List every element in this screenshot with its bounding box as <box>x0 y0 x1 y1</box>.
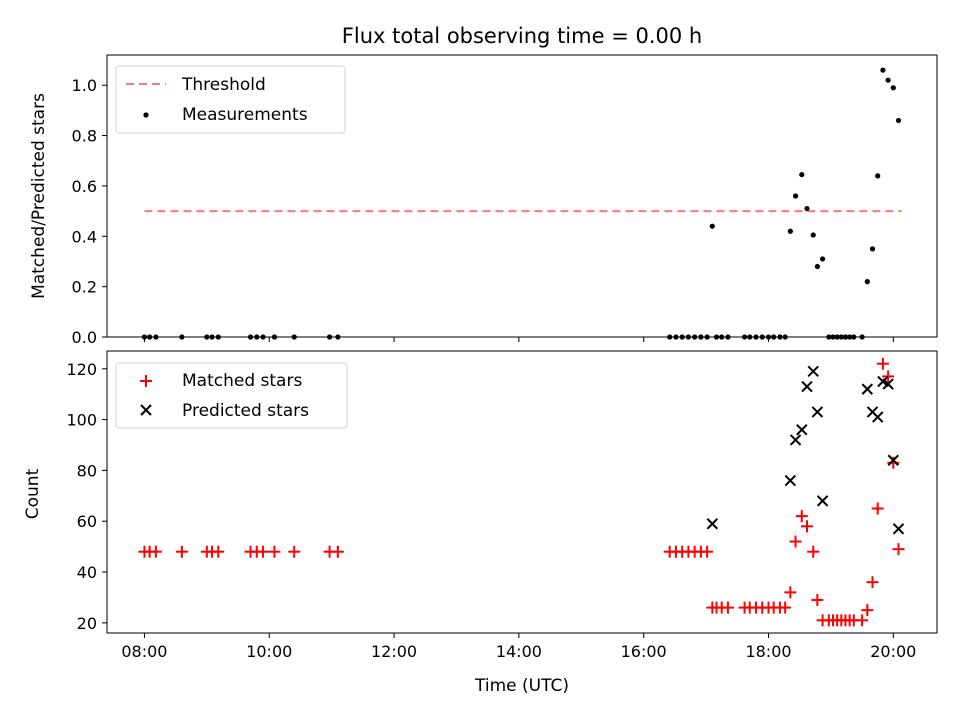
predicted-stars-point <box>892 523 905 535</box>
matched-stars-point <box>795 510 808 523</box>
predicted-stars-point <box>789 434 802 446</box>
x-tick-label: 16:00 <box>621 642 667 661</box>
x-tick-label: 18:00 <box>745 642 791 661</box>
measurement-point <box>804 205 810 212</box>
matched-stars-point <box>721 601 734 614</box>
legend-predicted-label: Predicted stars <box>182 401 309 421</box>
x-tick-label: 08:00 <box>121 642 167 661</box>
top-axes-frame <box>106 54 938 338</box>
bottom-y-tick-label: 20 <box>77 614 97 633</box>
predicted-stars-point <box>807 365 819 378</box>
legend-matched-swatch <box>140 375 152 387</box>
legend-matched-label: Matched stars <box>182 371 302 391</box>
measurement-point <box>709 223 715 229</box>
measurement-point <box>792 193 799 199</box>
matched-stars-point <box>887 456 900 469</box>
bottom-y-tick-label: 120 <box>66 360 97 379</box>
bottom-legend-frame <box>115 362 348 429</box>
matched-stars-point <box>892 543 905 556</box>
top-y-tick-label: 0.4 <box>72 227 97 246</box>
measurement-point <box>819 256 826 262</box>
matched-stars-point <box>212 545 225 558</box>
matched-stars-point <box>288 545 301 558</box>
matched-stars-point <box>175 545 188 558</box>
x-tick-label: 10:00 <box>246 642 292 661</box>
matched-stars-point <box>882 370 895 383</box>
measurement-point <box>895 117 902 124</box>
bottom-y-axis-label: Count <box>23 468 43 519</box>
top-y-tick-label: 1.0 <box>72 76 97 95</box>
bottom-y-tick-label: 80 <box>77 461 97 480</box>
predicted-stars-point <box>796 424 808 436</box>
measurement-point <box>864 279 870 285</box>
matched-stars-point <box>866 576 879 589</box>
measurement-point <box>787 228 793 234</box>
top-axes: Matched/Predicted stars Threshold Measur… <box>29 54 938 347</box>
matched-stars-point <box>701 545 714 558</box>
matched-stars-point <box>856 614 869 627</box>
predicted-stars-point <box>816 495 829 507</box>
bottom-axes-frame <box>106 350 938 634</box>
matched-stars-point <box>331 545 344 558</box>
measurement-point <box>799 171 805 178</box>
matched-stars-point <box>807 545 820 558</box>
matched-stars-point <box>149 545 162 558</box>
matched-stars-point <box>784 586 797 599</box>
legend-predicted-swatch <box>140 404 152 416</box>
bottom-axes: Count Time (UTC) Matched stars Predicted… <box>23 350 938 696</box>
top-legend: Threshold Measurements <box>115 65 346 134</box>
matched-stars-point <box>871 502 884 515</box>
top-y-tick-label: 0.8 <box>72 127 97 146</box>
top-y-axis-label: Matched/Predicted stars <box>29 93 49 299</box>
predicted-stars-point <box>784 474 797 487</box>
measurement-point <box>885 77 891 83</box>
x-tick-label: 20:00 <box>870 642 916 661</box>
measurement-point <box>814 263 820 270</box>
matched-stars-point <box>779 601 792 614</box>
top-y-tick-label: 0.6 <box>72 177 97 196</box>
matched-stars-point <box>861 604 874 617</box>
bottom-legend: Matched stars Predicted stars <box>115 362 348 429</box>
predicted-stars-point <box>887 454 900 466</box>
matched-stars-point <box>811 593 824 606</box>
legend-measurements-swatch <box>143 112 149 118</box>
x-tick-label: 14:00 <box>496 642 542 661</box>
measurement-point <box>869 246 876 252</box>
matched-stars-point <box>268 545 281 558</box>
top-y-tick-label: 0.0 <box>72 328 97 347</box>
predicted-stars-point <box>872 411 884 423</box>
bottom-y-tick-label: 40 <box>77 563 97 582</box>
chart-title: Flux total observing time = 0.00 h <box>342 24 702 48</box>
predicted-stars-point <box>706 518 719 530</box>
matched-stars-point <box>257 545 270 558</box>
x-axis-label: Time (UTC) <box>474 676 569 696</box>
matched-stars-point <box>876 357 889 370</box>
top-y-tick-label: 0.2 <box>72 278 97 297</box>
bottom-y-tick-label: 100 <box>66 411 97 430</box>
predicted-stars-point <box>882 378 894 390</box>
predicted-stars-point <box>811 406 824 418</box>
matched-stars-point <box>800 520 813 533</box>
measurement-point <box>810 232 816 238</box>
measurement-point <box>890 85 896 91</box>
predicted-stars-point <box>861 383 874 395</box>
x-tick-label: 12:00 <box>371 642 417 661</box>
top-legend-frame <box>115 65 346 134</box>
matched-stars-point <box>789 535 802 548</box>
measurement-point <box>875 173 881 179</box>
legend-threshold-label: Threshold <box>181 75 266 95</box>
bottom-y-tick-label: 60 <box>77 512 97 531</box>
measurement-point <box>880 67 886 73</box>
legend-measurements-label: Measurements <box>182 105 308 125</box>
predicted-stars-point <box>801 380 813 393</box>
